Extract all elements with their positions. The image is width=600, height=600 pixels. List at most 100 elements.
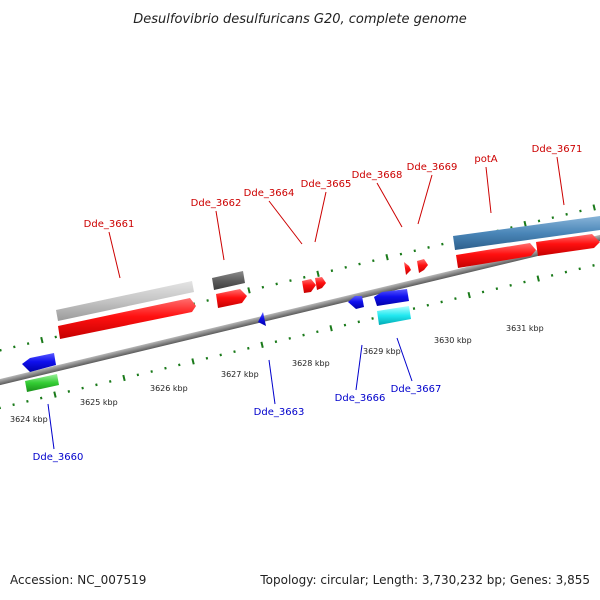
reverse-tick	[81, 386, 84, 390]
gene-label-dde-3664[interactable]: Dde_3664	[244, 188, 295, 199]
gene-dde-3667-blue[interactable]	[374, 289, 409, 306]
forward-leader-line	[556, 156, 565, 206]
forward-tick	[26, 342, 30, 345]
gene-dde-3671[interactable]	[536, 234, 600, 256]
gene-label-dde-3665[interactable]: Dde_3665	[301, 179, 352, 190]
forward-tick	[261, 285, 265, 289]
forward-tick	[413, 249, 416, 253]
gene-dde-3661-red[interactable]	[58, 298, 196, 339]
forward-tick	[13, 345, 16, 349]
forward-genes	[56, 216, 600, 339]
gene-dde-3668[interactable]	[404, 262, 411, 275]
forward-leader-line	[376, 182, 403, 228]
forward-tick	[330, 269, 334, 273]
reverse-tick	[191, 358, 195, 365]
forward-leader-line	[215, 210, 225, 261]
map-title: Desulfovibrio desulfuricans G20, complet…	[133, 12, 467, 27]
reverse-tick	[288, 336, 291, 340]
reverse-tick	[371, 317, 374, 320]
reverse-tick	[178, 363, 181, 367]
reverse-tick	[426, 303, 430, 307]
reverse-tick	[564, 270, 568, 274]
gene-dde-3666[interactable]	[348, 296, 364, 309]
gene-dde-3661-light[interactable]	[56, 281, 194, 321]
forward-tick	[565, 212, 568, 216]
gene-dde-3663[interactable]	[258, 312, 266, 326]
gene-label-dde-3667[interactable]: Dde_3667	[391, 384, 442, 395]
forward-tick	[372, 259, 375, 263]
reverse-tick	[454, 297, 457, 301]
kbp-tick-label: 3627 kbp	[221, 370, 259, 379]
gene-label-dde-3663[interactable]: Dde_3663	[254, 407, 305, 418]
reverse-tick	[550, 273, 554, 277]
kbp-tick-label: 3628 kbp	[292, 359, 330, 368]
reverse-tick-row	[0, 264, 595, 410]
genome-backbone	[0, 223, 600, 393]
gene-label-dde-3660[interactable]: Dde_3660	[33, 452, 84, 463]
reverse-leader-line	[396, 337, 413, 382]
kbp-tick-label: 3624 kbp	[10, 415, 48, 424]
gene-label-dde-3668[interactable]: Dde_3668	[352, 170, 403, 181]
gene-label-dde-3662[interactable]: Dde_3662	[191, 198, 242, 209]
forward-tick	[358, 262, 361, 266]
forward-leader-line	[108, 231, 121, 279]
reverse-tick	[274, 340, 278, 344]
reverse-tick	[316, 330, 319, 334]
forward-tick	[592, 204, 596, 211]
forward-tick	[579, 209, 582, 213]
forward-tick	[537, 219, 541, 223]
forward-leader-line	[314, 191, 327, 243]
gene-pota-red[interactable]	[456, 243, 536, 268]
forward-tick	[289, 279, 292, 283]
reverse-tick	[481, 290, 485, 294]
reverse-tick	[440, 300, 443, 304]
reverse-tick	[247, 346, 250, 350]
reverse-tick	[150, 370, 153, 373]
kbp-tick-label: 3630 kbp	[434, 336, 472, 345]
kbp-tick-label: 3629 kbp	[363, 347, 401, 356]
reverse-tick	[205, 356, 209, 360]
reverse-leader-line	[268, 359, 276, 405]
forward-tick	[523, 220, 527, 228]
reverse-tick	[592, 264, 595, 267]
reverse-gene-labels: Dde_3660 Dde_3663 Dde_3666 Dde_3667	[33, 384, 442, 463]
gene-dde-3667-cyan[interactable]	[377, 306, 411, 325]
reverse-label-leaders	[47, 337, 413, 450]
forward-tick	[551, 216, 555, 220]
kbp-tick-label: 3625 kbp	[80, 398, 118, 407]
gene-dde-3669[interactable]	[417, 259, 428, 273]
reverse-tick	[509, 283, 512, 287]
reverse-tick	[260, 341, 264, 348]
forward-tick	[344, 265, 347, 269]
gene-label-dde-3666[interactable]: Dde_3666	[335, 393, 386, 404]
kbp-tick-label: 3631 kbp	[506, 324, 544, 333]
reverse-tick	[67, 390, 71, 393]
reverse-tick	[136, 373, 140, 377]
gene-dde-3662-dark[interactable]	[212, 271, 245, 290]
gene-dde-3660-blue[interactable]	[22, 353, 56, 372]
reverse-tick	[12, 403, 15, 407]
gene-label-pota[interactable]: potA	[474, 154, 497, 165]
gene-label-dde-3661[interactable]: Dde_3661	[84, 219, 135, 230]
gene-dde-3662-red[interactable]	[216, 289, 247, 308]
kbp-tick-labels: 3624 kbp 3625 kbp 3626 kbp 3627 kbp 3628 kbp…	[10, 324, 544, 424]
forward-tick	[385, 254, 389, 261]
reverse-tick	[523, 280, 526, 284]
gene-pota-steel[interactable]	[453, 216, 600, 250]
reverse-tick	[302, 333, 305, 337]
gene-label-dde-3671[interactable]: Dde_3671	[532, 144, 583, 155]
gene-label-dde-3669[interactable]: Dde_3669	[407, 162, 458, 173]
forward-leader-line	[485, 166, 492, 214]
reverse-tick	[39, 396, 43, 400]
forward-tick	[427, 246, 430, 249]
gene-dde-3664[interactable]	[302, 279, 316, 293]
reverse-tick	[26, 399, 29, 403]
forward-tick	[275, 282, 278, 286]
forward-tick	[303, 275, 306, 279]
gene-dde-3660-green[interactable]	[25, 374, 59, 392]
reverse-tick	[0, 406, 2, 410]
forward-tick	[399, 252, 403, 256]
gene-dde-3665[interactable]	[315, 277, 326, 290]
